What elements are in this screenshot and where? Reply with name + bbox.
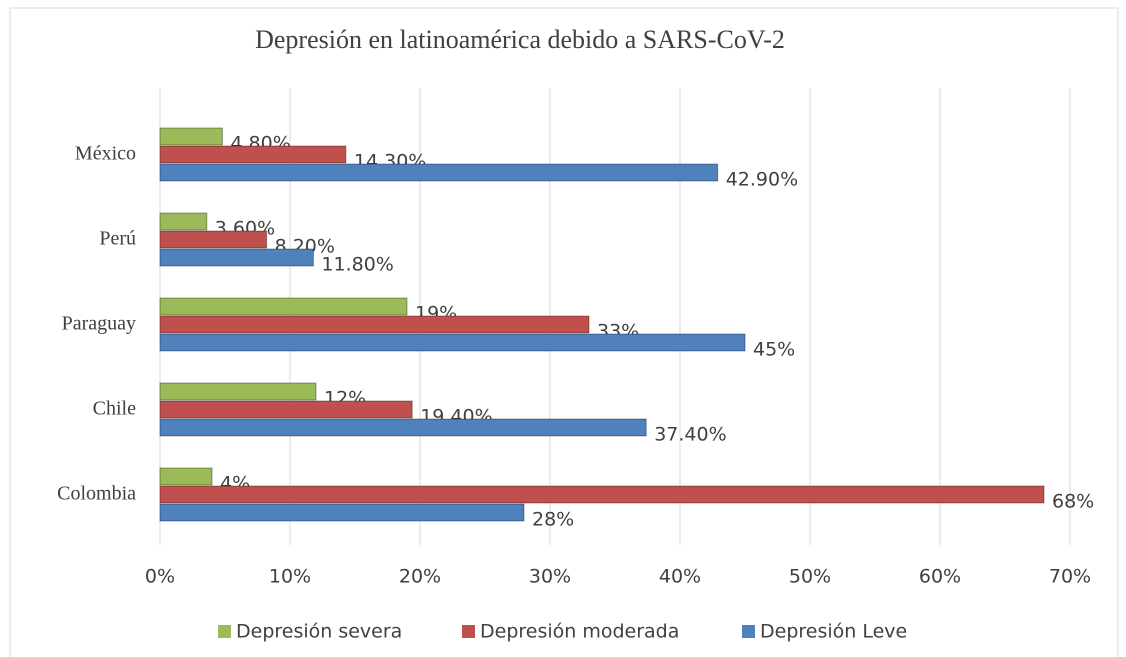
x-tick-label: 40% <box>659 566 701 588</box>
bar <box>159 212 208 231</box>
x-tick-label: 60% <box>919 566 961 588</box>
y-tick-label: Chile <box>93 398 136 420</box>
bar <box>159 163 719 182</box>
bar <box>159 297 408 316</box>
x-tick-label: 10% <box>269 566 311 588</box>
y-tick-label: Colombia <box>57 483 136 505</box>
bar <box>159 248 314 267</box>
data-label: 42.90% <box>726 169 798 191</box>
legend-label: Depresión Leve <box>760 621 907 643</box>
data-label: 45% <box>753 339 795 361</box>
chart-frame <box>9 7 1119 657</box>
legend-swatch <box>462 625 475 638</box>
bar <box>159 127 223 146</box>
bar <box>159 400 413 419</box>
data-label: 68% <box>1052 491 1094 513</box>
bar <box>159 333 746 352</box>
y-tick-label: Paraguay <box>62 313 136 335</box>
x-tick-label: 70% <box>1049 566 1091 588</box>
bar <box>159 418 647 437</box>
legend-swatch <box>218 625 231 638</box>
bar <box>159 467 213 486</box>
bar <box>159 315 590 334</box>
bar <box>159 145 347 164</box>
legend-label: Depresión severa <box>236 621 402 643</box>
data-label: 37.40% <box>654 424 726 446</box>
bar <box>159 503 525 522</box>
chart-title: Depresión en latinoamérica debido a SARS… <box>255 25 785 54</box>
x-tick-label: 50% <box>789 566 831 588</box>
legend-swatch <box>742 625 755 638</box>
x-tick-label: 0% <box>145 566 175 588</box>
data-label: 11.80% <box>321 254 393 276</box>
legend-label: Depresión moderada <box>480 621 679 643</box>
bar <box>159 382 317 401</box>
bar <box>159 485 1045 504</box>
bar <box>159 230 268 249</box>
y-tick-label: Perú <box>99 228 136 250</box>
y-tick-label: México <box>75 143 136 165</box>
x-tick-label: 20% <box>399 566 441 588</box>
data-label: 28% <box>532 509 574 531</box>
x-tick-label: 30% <box>529 566 571 588</box>
